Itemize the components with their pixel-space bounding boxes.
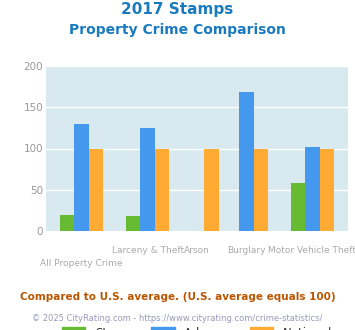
- Text: © 2025 CityRating.com - https://www.cityrating.com/crime-statistics/: © 2025 CityRating.com - https://www.city…: [32, 314, 323, 323]
- Bar: [291, 183, 305, 231]
- Bar: [75, 124, 89, 231]
- Bar: [89, 148, 103, 231]
- Text: Arson: Arson: [184, 246, 210, 255]
- Bar: [126, 216, 140, 231]
- Bar: [239, 92, 254, 231]
- Text: Motor Vehicle Theft: Motor Vehicle Theft: [268, 246, 355, 255]
- Bar: [254, 148, 268, 231]
- Text: Compared to U.S. average. (U.S. average equals 100): Compared to U.S. average. (U.S. average …: [20, 292, 335, 302]
- Text: 2017 Stamps: 2017 Stamps: [121, 2, 234, 16]
- Text: All Property Crime: All Property Crime: [40, 259, 123, 268]
- Text: Property Crime Comparison: Property Crime Comparison: [69, 23, 286, 37]
- Bar: [204, 148, 219, 231]
- Bar: [320, 148, 334, 231]
- Bar: [60, 214, 75, 231]
- Bar: [140, 128, 155, 231]
- Bar: [305, 147, 320, 231]
- Text: Larceny & Theft: Larceny & Theft: [111, 246, 184, 255]
- Bar: [155, 148, 169, 231]
- Text: Burglary: Burglary: [227, 246, 266, 255]
- Legend: Stamps, Arkansas, National: Stamps, Arkansas, National: [57, 323, 337, 330]
